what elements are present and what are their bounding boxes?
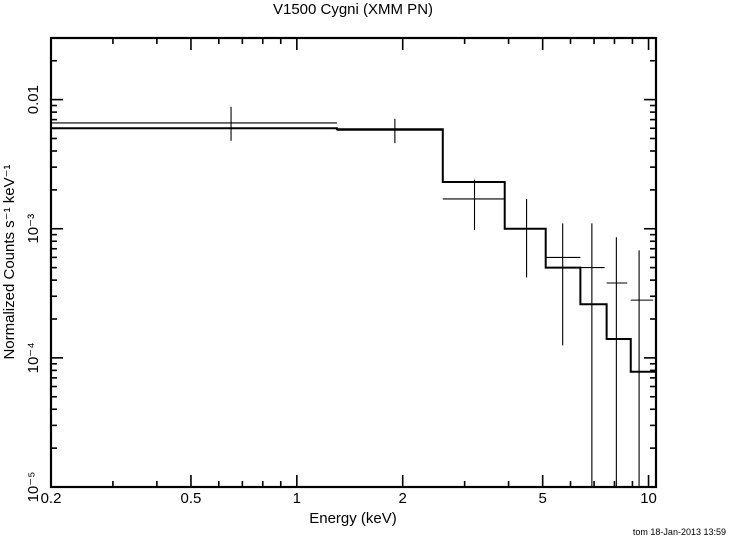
data-point (51, 106, 337, 141)
data-points (51, 106, 654, 487)
x-tick-label: 10 (640, 490, 657, 507)
plot-frame (49, 36, 658, 489)
model-steps (51, 127, 656, 373)
x-axis-tick-labels: 0.2 0.5 1 2 5 10 (41, 490, 657, 507)
data-point (545, 223, 581, 346)
x-tick-label: 5 (538, 490, 546, 507)
model-line (51, 127, 656, 373)
y-axis-title: Normalized Counts s⁻¹ keV⁻¹ (1, 164, 18, 359)
y-axis-ticks (51, 37, 656, 488)
data-point (606, 237, 628, 487)
x-tick-label: 2 (399, 490, 407, 507)
data-point (336, 118, 443, 144)
y-axis-tick-labels: 10⁻⁵ 10⁻⁴ 10⁻³ 0.01 (25, 85, 42, 502)
x-axis-title: Energy (keV) (309, 510, 397, 527)
x-tick-label: 0.5 (181, 490, 202, 507)
data-point (630, 250, 654, 487)
y-tick-label: 10⁻⁵ (25, 472, 42, 503)
chart-title: V1500 Cygni (XMM PN) (273, 1, 433, 18)
x-tick-label: 1 (293, 490, 301, 507)
timestamp: tom 18-Jan-2013 13:59 (632, 527, 726, 537)
data-point (580, 223, 605, 487)
x-axis-ticks (50, 38, 650, 487)
y-tick-label: 0.01 (25, 85, 42, 114)
data-point (442, 179, 505, 230)
y-tick-label: 10⁻³ (25, 214, 42, 244)
y-tick-label: 10⁻⁴ (25, 342, 42, 373)
x-tick-label: 0.2 (41, 490, 62, 507)
data-point (504, 198, 546, 278)
